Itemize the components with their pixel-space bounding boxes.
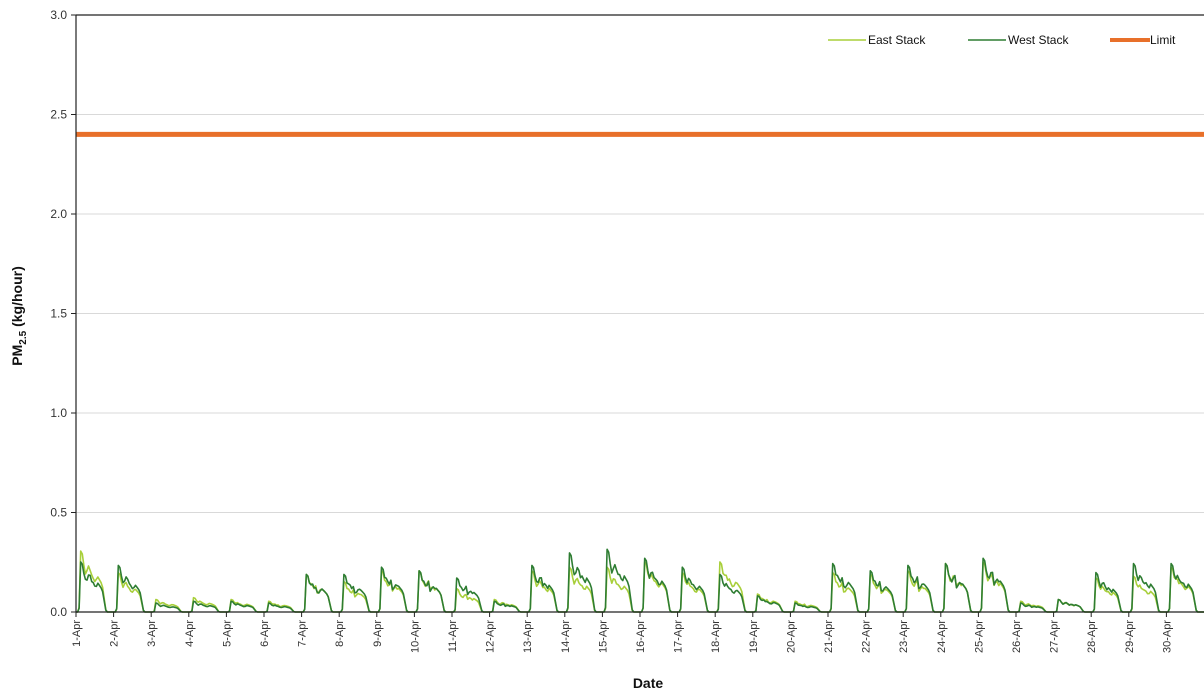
x-tick-label: 29-Apr [1124, 620, 1136, 653]
x-tick-label: 13-Apr [522, 620, 534, 653]
x-tick-label: 1-Apr [71, 620, 83, 647]
x-tick-label: 20-Apr [785, 620, 797, 653]
x-tick-label: 19-Apr [748, 620, 760, 653]
series-line-east-stack [76, 550, 1204, 613]
x-tick-label: 11-Apr [447, 620, 459, 653]
y-tick-label: 2.5 [50, 108, 67, 122]
x-tick-label: 23-Apr [898, 620, 910, 653]
x-tick-label: 30-Apr [1161, 620, 1173, 653]
y-tick-label: 3.0 [50, 8, 67, 22]
series-line-west-stack [76, 548, 1204, 613]
x-axis-title: Date [633, 675, 664, 691]
x-tick-label: 17-Apr [673, 620, 685, 653]
legend-label-east-stack: East Stack [868, 33, 926, 47]
legend: East Stack West Stack Limit [828, 33, 1176, 47]
x-tick-labels: 1-Apr 2-Apr 3-Apr 4-Apr 5-Apr 6-Apr 7-Apr 8-Apr… [71, 620, 1173, 653]
y-tick-label: 2.0 [50, 207, 67, 221]
x-tick-label: 15-Apr [597, 620, 609, 653]
x-tick-label: 24-Apr [936, 620, 948, 653]
x-tick-label: 2-Apr [109, 620, 121, 647]
x-tick-label: 16-Apr [635, 620, 647, 653]
x-tick-label: 9-Apr [372, 620, 384, 647]
axes [71, 14, 1204, 617]
x-tick-label: 12-Apr [485, 620, 497, 653]
legend-label-limit: Limit [1150, 33, 1176, 47]
y-axis-title: PM2.5 (kg/hour) [9, 266, 29, 365]
x-tick-label: 5-Apr [221, 620, 233, 647]
y-tick-label: 1.0 [50, 406, 67, 420]
series-west-stack [76, 548, 1204, 613]
x-tick-label: 21-Apr [823, 620, 835, 653]
x-tick-label: 3-Apr [146, 620, 158, 647]
gridlines [76, 14, 1204, 513]
x-tick-label: 4-Apr [184, 620, 196, 647]
x-tick-label: 14-Apr [560, 620, 572, 653]
y-tick-label: 0.5 [50, 506, 67, 520]
legend-label-west-stack: West Stack [1008, 33, 1069, 47]
x-tick-label: 6-Apr [259, 620, 271, 647]
x-tick-label: 26-Apr [1011, 620, 1023, 653]
x-tick-label: 7-Apr [297, 620, 309, 647]
y-axis-title-subscript: 2.5 [18, 330, 29, 344]
y-axis-title-main: PM [9, 345, 25, 366]
x-tick-label: 28-Apr [1086, 620, 1098, 653]
y-tick-labels: 0.0 0.5 1.0 1.5 2.0 2.5 3.0 [50, 8, 67, 619]
x-tick-label: 22-Apr [861, 620, 873, 653]
x-tick-label: 10-Apr [409, 620, 421, 653]
series-east-stack [76, 550, 1204, 613]
y-axis-title-unit: (kg/hour) [9, 266, 25, 331]
x-tick-label: 8-Apr [334, 620, 346, 647]
x-tick-label: 25-Apr [973, 620, 985, 653]
x-tick-label: 27-Apr [1049, 620, 1061, 653]
y-tick-label: 0.0 [50, 605, 67, 619]
y-tick-label: 1.5 [50, 307, 67, 321]
x-tick-label: 18-Apr [710, 620, 722, 653]
